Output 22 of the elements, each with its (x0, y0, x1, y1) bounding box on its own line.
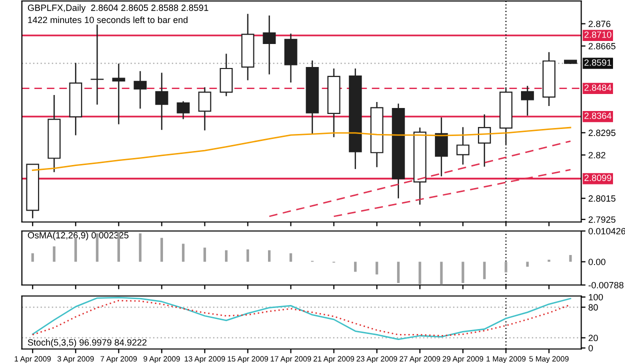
y-tick-label: 2.8665 (588, 42, 616, 50)
text: Stoch(5,3,5) 96.9979 84.9222 (28, 338, 146, 348)
y-tick-label: 0 (588, 344, 593, 352)
text: 1422 minutes 10 seconds left to bar end (28, 16, 188, 24)
ref-line-label: 2.8484 (584, 84, 612, 91)
y-tick-label: 0.00 (588, 258, 606, 266)
ref-line-label: 2.8591 (584, 59, 612, 66)
chart-title: GBPLFX,Daily 2.8604 2.8605 2.8588 2.8591 (28, 4, 208, 13)
y-tick-label: 2.8015 (588, 195, 616, 202)
ref-line-label: 2.8710 (584, 31, 612, 38)
y-tick-label: 2.8295 (588, 130, 616, 136)
y-tick-label: 80 (588, 304, 598, 311)
y-tick-label: 20 (588, 334, 598, 342)
y-tick-label: 2.876 (588, 20, 610, 28)
ref-line-label: 2.8364 (584, 112, 612, 119)
y-tick-label: 100 (588, 294, 603, 300)
ref-line-label: 2.8099 (584, 174, 612, 182)
y-tick-label: 2.7925 (588, 216, 616, 223)
chart-title: OsMA(12,26,9) 0.002325 (28, 232, 128, 240)
y-tick-label: -0.00788 (588, 282, 624, 288)
y-tick-label: 2.82 (588, 152, 606, 158)
y-tick-label: 0.010426 (588, 228, 625, 234)
